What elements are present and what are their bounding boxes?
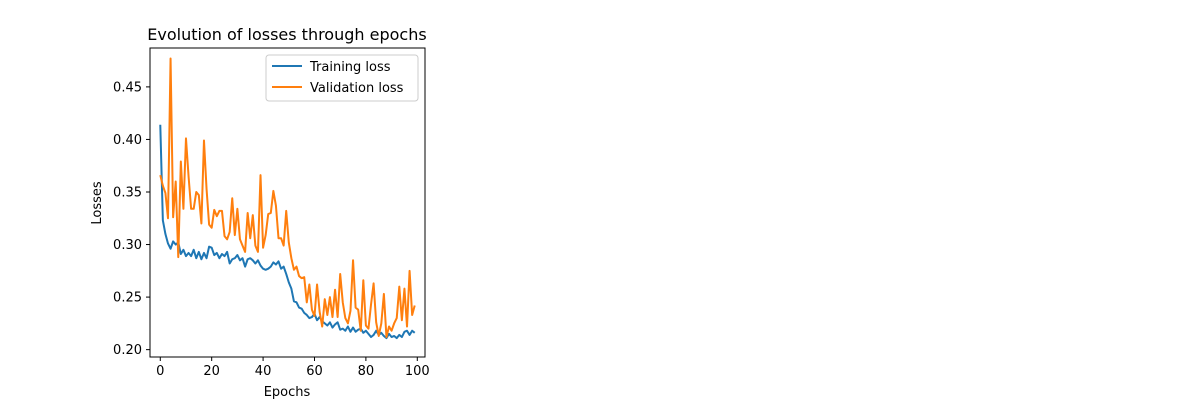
y-tick-label: 0.40 (113, 133, 142, 148)
series-line-training-loss (159, 124, 416, 340)
x-tick-label: 0 (156, 364, 164, 379)
legend: Training loss Validation loss (265, 54, 419, 102)
legend-box (265, 54, 419, 102)
y-tick-label: 0.20 (113, 343, 142, 358)
chart-title: Evolution of losses through epochs (147, 25, 426, 44)
x-axis-label: Epochs (264, 385, 311, 400)
x-tick-label: 100 (405, 364, 430, 379)
x-tick-label: 80 (358, 364, 375, 379)
x-tick-label: 60 (306, 364, 323, 379)
legend-label-validation: Validation loss (310, 81, 404, 96)
series-line-validation-loss (159, 57, 416, 339)
plot-frame (149, 47, 426, 358)
plot-area: 0 20 40 60 80 100 0.20 0.25 0.30 0.35 0.40 0.45 (113, 47, 430, 379)
series-layer (159, 57, 416, 340)
y-tick-label: 0.45 (113, 80, 142, 95)
y-axis-ticks: 0.20 0.25 0.30 0.35 0.40 0.45 (113, 80, 150, 358)
y-tick-label: 0.30 (113, 238, 142, 253)
x-tick-label: 40 (255, 364, 272, 379)
y-tick-label: 0.25 (113, 291, 142, 306)
legend-label-training: Training loss (309, 60, 391, 75)
y-tick-label: 0.35 (113, 185, 142, 200)
x-axis-ticks: 0 20 40 60 80 100 (156, 357, 430, 379)
y-axis-label: Losses (90, 181, 105, 225)
x-tick-label: 20 (203, 364, 220, 379)
